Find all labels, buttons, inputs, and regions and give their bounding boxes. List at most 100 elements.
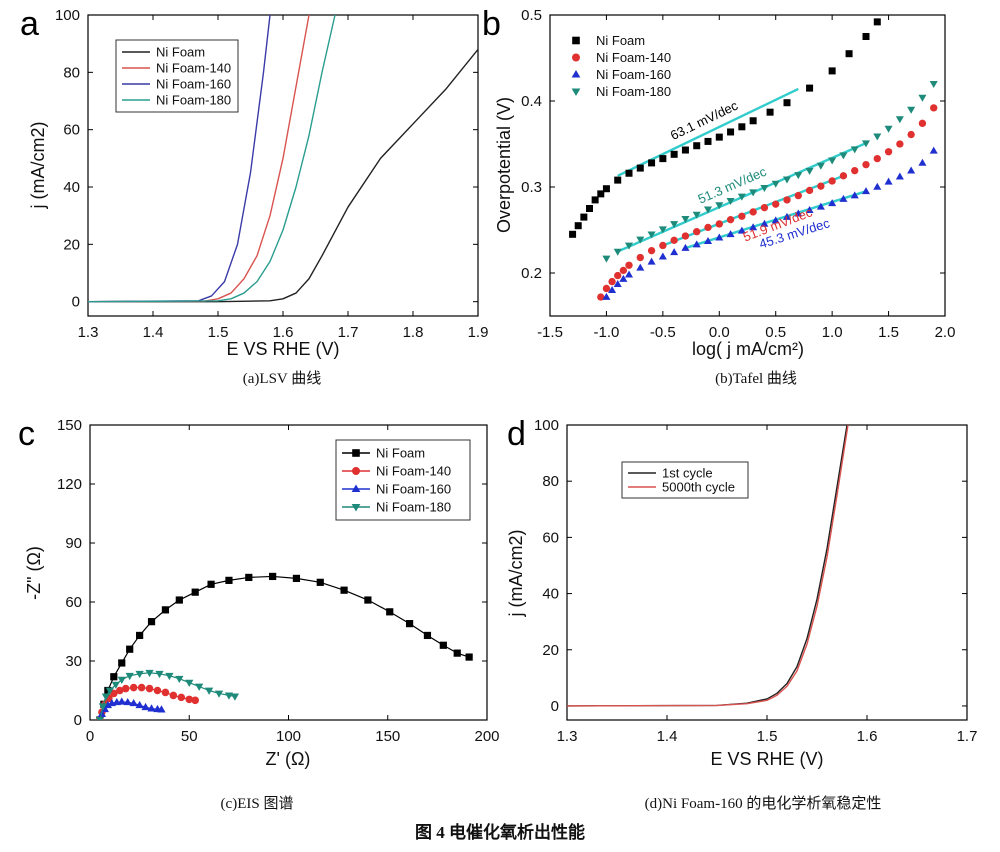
data-point <box>918 94 927 102</box>
data-point <box>884 177 893 185</box>
data-point <box>907 166 916 174</box>
y-tick-label: 0.3 <box>521 179 542 196</box>
data-point <box>118 659 126 667</box>
data-point <box>783 196 791 204</box>
series-line <box>88 15 336 303</box>
data-point <box>625 261 633 269</box>
legend-label: Ni Foam-140 <box>596 50 671 65</box>
data-point <box>125 672 134 681</box>
data-point <box>195 683 204 691</box>
data-point <box>861 140 871 148</box>
x-tick-label: 1.9 <box>468 324 489 341</box>
y-tick-label: 100 <box>55 7 80 24</box>
data-point <box>703 236 713 244</box>
data-point <box>453 649 461 657</box>
panel-letter: d <box>507 415 526 453</box>
data-point <box>771 180 780 188</box>
data-point <box>129 698 138 707</box>
data-point <box>165 672 174 681</box>
data-point <box>135 700 144 709</box>
data-point <box>465 653 473 661</box>
tafel-slope-label: 63.1 mV/dec <box>668 98 741 143</box>
data-point <box>117 676 126 685</box>
legend-label: Ni Foam <box>376 446 425 461</box>
data-point <box>135 670 144 679</box>
y-tick-label: 80 <box>63 64 80 81</box>
panel-c-caption: (c)EIS 图谱 <box>221 795 294 812</box>
data-point <box>816 162 825 170</box>
data-point <box>636 164 644 172</box>
data-point <box>738 212 746 220</box>
data-point <box>316 578 324 586</box>
x-axis-label: E VS RHE (V) <box>710 749 823 769</box>
data-point <box>749 117 757 125</box>
data-point <box>681 232 690 240</box>
x-axis-label: E VS RHE (V) <box>226 339 339 359</box>
data-point <box>204 687 214 695</box>
data-point <box>225 576 233 584</box>
data-point <box>828 199 837 207</box>
panel-letter: c <box>18 415 35 453</box>
x-tick-label: 1.7 <box>957 728 978 745</box>
data-point <box>884 148 893 156</box>
data-point <box>103 700 113 709</box>
data-point <box>703 206 713 214</box>
data-point <box>828 177 836 185</box>
legend-swatch-marker <box>351 503 361 512</box>
data-point <box>782 212 792 220</box>
legend-swatch-marker <box>352 467 360 475</box>
data-point <box>185 695 194 704</box>
x-axis-label: Z' (Ω) <box>266 749 311 769</box>
data-point <box>715 202 724 210</box>
data-point <box>602 185 610 193</box>
data-point <box>245 573 253 582</box>
data-point <box>850 146 859 154</box>
legend-label: Ni Foam-180 <box>376 500 451 515</box>
data-point <box>737 193 746 201</box>
x-tick-label: 2.0 <box>935 324 956 341</box>
legend-label: Ni Foam-140 <box>156 61 231 76</box>
data-point <box>230 693 240 701</box>
data-point <box>839 194 848 202</box>
x-tick-label: 1.7 <box>338 324 359 341</box>
data-point <box>613 279 622 287</box>
data-point <box>794 209 803 217</box>
data-point <box>177 693 186 702</box>
data-point <box>658 226 667 234</box>
data-point <box>191 588 199 596</box>
y-tick-label: 0 <box>551 698 559 715</box>
legend-swatch-marker <box>572 53 580 62</box>
data-point <box>608 286 617 293</box>
series-line <box>88 48 478 303</box>
data-point <box>439 641 447 649</box>
data-point <box>929 81 938 88</box>
data-point <box>850 191 859 199</box>
data-point <box>597 293 605 301</box>
panel-letter: b <box>482 5 501 43</box>
y-axis-label: j (mA/cm2) <box>506 530 526 618</box>
data-point <box>161 606 170 614</box>
x-tick-label: 1.3 <box>557 728 578 745</box>
legend-swatch-marker <box>572 36 580 45</box>
data-point <box>895 116 904 124</box>
data-point <box>839 152 848 160</box>
data-point <box>681 146 689 154</box>
data-point <box>693 142 701 150</box>
legend: Ni Foam Ni Foam-140 Ni Foam-160 Ni Foam-180 <box>335 439 471 521</box>
x-tick-label: 1.6 <box>857 728 878 745</box>
x-tick-label: -0.5 <box>650 324 676 341</box>
data-point <box>614 176 622 184</box>
data-point <box>98 703 108 711</box>
y-tick-label: 60 <box>542 529 559 546</box>
data-point <box>873 18 881 26</box>
y-tick-label: 20 <box>542 642 559 659</box>
data-point <box>930 104 938 112</box>
legend-swatch-marker <box>351 484 361 493</box>
data-point <box>726 197 735 205</box>
x-tick-label: 1.5 <box>878 324 899 341</box>
data-layer <box>88 15 478 303</box>
y-tick-label: 0 <box>72 294 80 311</box>
y-tick-label: 60 <box>63 122 80 139</box>
panel-d-stability: 1.3 1.4 1.5 1.6 1.7 0 20 40 60 80 100 E VS RHE (V) j… <box>506 415 977 769</box>
x-tick-label: 1.6 <box>273 324 294 341</box>
